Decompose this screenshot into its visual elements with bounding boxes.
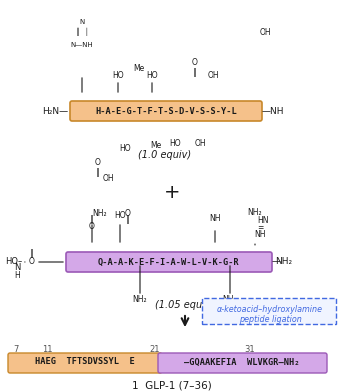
Text: NH: NH: [209, 214, 221, 223]
Text: +: +: [164, 183, 180, 201]
Text: 11: 11: [42, 345, 52, 354]
Text: —: —: [272, 258, 281, 267]
Text: OH: OH: [102, 174, 114, 183]
Text: HO: HO: [146, 71, 158, 80]
Text: ‖: ‖: [126, 214, 130, 223]
Text: HO: HO: [114, 211, 126, 220]
Text: HO: HO: [119, 143, 131, 152]
Text: (1.05 equiv): (1.05 equiv): [155, 300, 215, 310]
Text: ‖: ‖: [96, 167, 100, 176]
Text: NH₂: NH₂: [133, 296, 147, 305]
Text: N: N: [79, 19, 85, 25]
Text: H: H: [14, 272, 20, 281]
FancyBboxPatch shape: [8, 353, 162, 373]
Text: H₂N—: H₂N—: [42, 107, 68, 116]
Text: OH: OH: [207, 71, 219, 80]
FancyBboxPatch shape: [202, 298, 336, 324]
Text: ‖: ‖: [90, 214, 94, 223]
Text: NH₂: NH₂: [223, 296, 237, 305]
FancyBboxPatch shape: [158, 353, 327, 373]
Text: (1.0 equiv): (1.0 equiv): [139, 150, 191, 160]
Text: 7: 7: [13, 345, 19, 354]
FancyBboxPatch shape: [66, 252, 272, 272]
Text: peptide ligation: peptide ligation: [239, 314, 301, 323]
Text: N—NH: N—NH: [71, 42, 93, 48]
Text: OH: OH: [259, 27, 271, 36]
Text: HO–: HO–: [5, 258, 22, 267]
Text: O: O: [125, 209, 131, 218]
Text: 31: 31: [245, 345, 255, 354]
Text: HN: HN: [257, 216, 269, 225]
Text: O: O: [89, 221, 95, 230]
Text: —NH: —NH: [262, 107, 284, 116]
Text: HO: HO: [112, 71, 124, 80]
Text: Me: Me: [133, 64, 144, 73]
Text: H-A-E-G-T-F-T-S-D-V-S-S-Y-L: H-A-E-G-T-F-T-S-D-V-S-S-Y-L: [95, 107, 237, 116]
Text: NH₂: NH₂: [93, 209, 107, 218]
Text: Q-A-A-K-E-F-I-A-W-L-V-K-G-R: Q-A-A-K-E-F-I-A-W-L-V-K-G-R: [98, 258, 240, 267]
Text: ║  │: ║ │: [75, 28, 88, 36]
Text: –GQAAKEFIA  WLVKGR–NH₂: –GQAAKEFIA WLVKGR–NH₂: [184, 358, 300, 367]
FancyBboxPatch shape: [70, 101, 262, 121]
Text: α-ketoacid–hydroxylamine: α-ketoacid–hydroxylamine: [217, 305, 323, 314]
Text: ‖: ‖: [30, 249, 34, 258]
Text: N: N: [14, 263, 20, 272]
Text: NH₂: NH₂: [248, 207, 262, 216]
Text: =: =: [257, 223, 263, 232]
Text: 21: 21: [150, 345, 160, 354]
Text: OH: OH: [194, 138, 206, 147]
Text: O: O: [95, 158, 101, 167]
Text: HAEG  TFTSDVSSYL  E: HAEG TFTSDVSSYL E: [35, 358, 135, 367]
Text: Me: Me: [150, 140, 161, 149]
Text: 1  GLP-1 (7–36): 1 GLP-1 (7–36): [132, 380, 212, 390]
Text: O: O: [29, 258, 35, 267]
Text: HO: HO: [169, 138, 181, 147]
Text: NH: NH: [254, 229, 266, 238]
Text: ‖: ‖: [193, 67, 197, 76]
Text: O: O: [192, 58, 198, 67]
Text: NH₂: NH₂: [275, 258, 293, 267]
